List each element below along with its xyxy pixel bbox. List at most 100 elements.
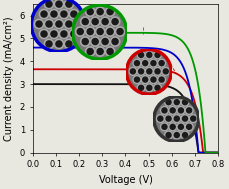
Circle shape [181, 115, 189, 122]
Circle shape [115, 27, 125, 36]
Circle shape [51, 31, 57, 37]
Circle shape [134, 61, 139, 66]
Circle shape [126, 49, 172, 95]
Circle shape [158, 116, 163, 121]
Circle shape [162, 67, 170, 75]
Circle shape [97, 48, 103, 55]
Circle shape [139, 69, 144, 74]
Text: 30min: 30min [159, 105, 169, 125]
Circle shape [87, 48, 93, 55]
Y-axis label: Current density (mA/cm²): Current density (mA/cm²) [4, 16, 14, 141]
Circle shape [178, 124, 183, 129]
Circle shape [95, 27, 105, 36]
Circle shape [61, 11, 67, 17]
Circle shape [169, 123, 177, 131]
Circle shape [49, 9, 59, 19]
Circle shape [107, 9, 113, 15]
Circle shape [189, 115, 197, 122]
Circle shape [71, 11, 77, 17]
Circle shape [154, 51, 161, 59]
Circle shape [69, 29, 79, 39]
Circle shape [158, 76, 166, 84]
Circle shape [143, 61, 148, 66]
Circle shape [54, 39, 64, 49]
Circle shape [102, 39, 108, 45]
Circle shape [129, 67, 137, 75]
Circle shape [41, 11, 47, 17]
Circle shape [177, 123, 185, 131]
Circle shape [150, 76, 157, 84]
Circle shape [46, 21, 52, 27]
Circle shape [87, 9, 93, 15]
Circle shape [85, 27, 95, 36]
Circle shape [110, 17, 120, 26]
Circle shape [85, 7, 95, 16]
Circle shape [145, 51, 153, 59]
Circle shape [59, 29, 69, 39]
Circle shape [166, 100, 171, 105]
Circle shape [82, 19, 88, 25]
Circle shape [141, 59, 149, 67]
Circle shape [81, 17, 90, 26]
Circle shape [95, 7, 105, 16]
Circle shape [101, 17, 110, 26]
Circle shape [143, 77, 148, 82]
Circle shape [76, 21, 82, 27]
X-axis label: Voltage (V): Voltage (V) [98, 175, 153, 185]
Circle shape [112, 19, 118, 25]
Circle shape [90, 37, 100, 46]
Circle shape [162, 124, 167, 129]
Circle shape [59, 9, 69, 19]
Text: 1h: 1h [84, 25, 90, 33]
Circle shape [169, 107, 177, 114]
Circle shape [44, 39, 54, 49]
Circle shape [54, 19, 64, 29]
Circle shape [112, 39, 118, 45]
Circle shape [85, 47, 95, 56]
Circle shape [183, 100, 188, 105]
Circle shape [64, 19, 74, 29]
Circle shape [77, 29, 83, 35]
Circle shape [151, 61, 156, 66]
Circle shape [185, 107, 193, 114]
Circle shape [105, 27, 115, 36]
Circle shape [145, 84, 153, 92]
Circle shape [66, 21, 72, 27]
Circle shape [185, 123, 193, 131]
Circle shape [139, 85, 144, 90]
Circle shape [34, 19, 44, 29]
Circle shape [41, 31, 47, 37]
Circle shape [162, 108, 167, 113]
Circle shape [90, 17, 100, 26]
Circle shape [165, 115, 172, 122]
Circle shape [81, 37, 90, 46]
Circle shape [174, 100, 179, 105]
Circle shape [69, 9, 79, 19]
Circle shape [95, 47, 105, 56]
Circle shape [161, 123, 168, 131]
Circle shape [92, 19, 98, 25]
Circle shape [147, 69, 152, 74]
Circle shape [39, 29, 49, 39]
Circle shape [102, 19, 108, 25]
Circle shape [97, 29, 103, 35]
Circle shape [31, 0, 86, 52]
Circle shape [155, 52, 160, 57]
Text: 45min: 45min [143, 51, 152, 71]
Circle shape [173, 131, 181, 139]
Circle shape [107, 48, 113, 55]
Circle shape [133, 76, 141, 84]
Circle shape [133, 59, 141, 67]
Circle shape [155, 85, 160, 90]
Circle shape [150, 59, 157, 67]
Circle shape [141, 76, 149, 84]
Circle shape [187, 124, 192, 129]
Circle shape [61, 31, 67, 37]
Circle shape [56, 1, 62, 7]
Circle shape [153, 96, 199, 142]
Circle shape [44, 0, 54, 9]
Circle shape [71, 31, 77, 37]
Circle shape [82, 39, 88, 45]
Circle shape [178, 108, 183, 113]
Circle shape [92, 39, 98, 45]
